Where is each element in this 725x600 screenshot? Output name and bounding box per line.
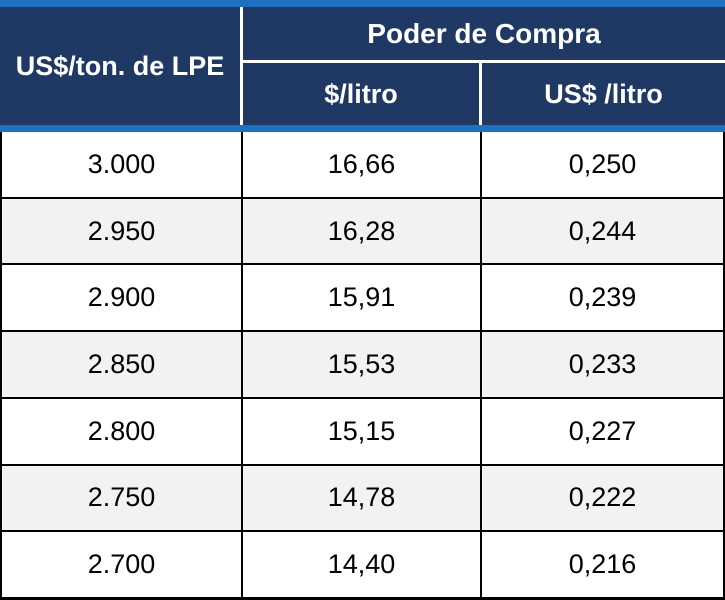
column-header-peso-litro: $/litro [243,63,482,125]
cell-usd-per-litre: 0,239 [568,282,637,313]
cell-usd-per-litre: 0,222 [568,482,637,513]
cell-usd-per-litre: 0,250 [568,148,637,179]
cell-peso-per-litre: 16,66 [243,132,482,197]
cell-peso-per-litre: 15,53 [243,332,482,397]
table-row: 2.700 14,40 0,216 [2,532,723,598]
table-body: 3.000 16,66 0,250 2.950 16,28 0,244 2.90… [0,132,725,600]
table-row: 2.950 16,28 0,244 [2,198,723,266]
header-divider-bar [0,125,725,132]
cell-lpe-price: 2.900 [2,265,243,331]
top-accent-bar [0,0,725,7]
cell-lpe-price: 2.750 [2,465,243,531]
cell-peso-per-litre: 14,78 [243,465,482,531]
column-header-usd-litro: US$ /litro [544,78,663,109]
cell-usd-per-litre: 0,244 [568,215,637,246]
table-row: 2.800 15,15 0,227 [2,398,723,466]
cell-peso-per-litre: 14,40 [243,532,482,598]
cell-lpe-price: 2.950 [2,198,243,264]
cell-lpe-price: 2.700 [2,532,243,598]
cell-peso-per-litre: 15,91 [243,265,482,331]
cell-lpe-price: 3.000 [2,132,243,197]
column-header-lpe: US$/ton. de LPE [0,7,243,125]
table-header: US$/ton. de LPE Poder de Compra $/litro … [0,7,725,125]
cell-usd-per-litre: 0,216 [568,549,637,580]
group-header-poder-de-compra: Poder de Compra [243,7,725,63]
table-row: 2.750 14,78 0,222 [2,465,723,533]
cell-peso-per-litre: 15,15 [243,398,482,464]
cell-usd-per-litre: 0,227 [568,415,637,446]
cell-lpe-price: 2.850 [2,332,243,397]
cell-lpe-price: 2.800 [2,398,243,464]
table-row: 2.900 15,91 0,239 [2,265,723,333]
cell-usd-per-litre: 0,233 [568,349,637,380]
table-row: 3.000 16,66 0,250 [2,132,723,199]
table-row: 2.850 15,53 0,233 [2,332,723,399]
cell-peso-per-litre: 16,28 [243,198,482,264]
